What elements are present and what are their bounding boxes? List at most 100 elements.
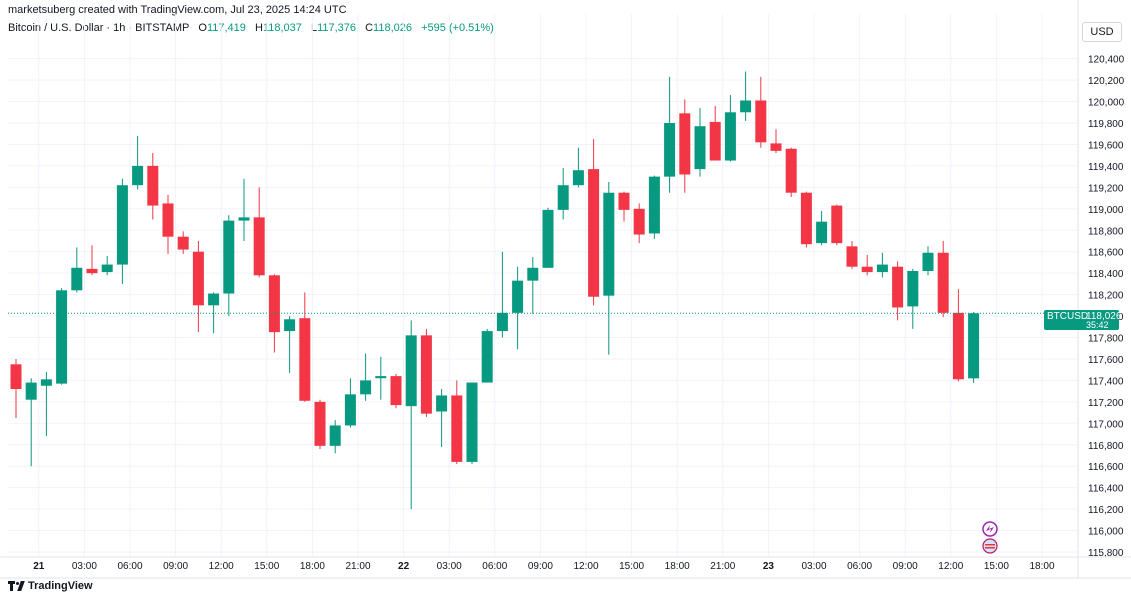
candle-up[interactable] <box>238 178 250 241</box>
candle-body <box>800 192 812 245</box>
candle-up[interactable] <box>40 371 52 437</box>
candle-down[interactable] <box>314 399 326 450</box>
candle-up[interactable] <box>344 378 356 428</box>
candle-up[interactable] <box>572 147 584 188</box>
candle-down[interactable] <box>831 204 843 246</box>
candle-down[interactable] <box>618 191 630 222</box>
candle-up[interactable] <box>71 247 83 293</box>
x-tick-label: 09:00 <box>163 561 188 572</box>
candle-up[interactable] <box>664 76 676 193</box>
candle-down[interactable] <box>846 240 858 269</box>
candle-up[interactable] <box>132 135 144 190</box>
candle-up[interactable] <box>360 353 372 401</box>
last-price-tag: BTCUSD 118,026 35:42 <box>1044 310 1122 330</box>
symbol-legend: Bitcoin / U.S. Dollar · 1h · BITSTAMP O1… <box>8 22 494 34</box>
candle-body <box>192 251 204 306</box>
candle-up[interactable] <box>876 252 888 278</box>
candle-up[interactable] <box>694 107 706 177</box>
candle-up[interactable] <box>481 328 493 383</box>
candle-up[interactable] <box>816 210 828 246</box>
candle-down[interactable] <box>268 274 280 353</box>
change-value: +595 (+0.51%) <box>421 22 494 34</box>
candle-down[interactable] <box>451 380 463 465</box>
candle-body <box>162 203 174 237</box>
candle-down[interactable] <box>952 289 964 382</box>
candle-up[interactable] <box>740 71 752 121</box>
candle-down[interactable] <box>770 129 782 154</box>
candle-up[interactable] <box>466 382 478 465</box>
y-tick-label: 119,400 <box>1088 162 1124 173</box>
candle-down[interactable] <box>892 261 904 321</box>
candle-down[interactable] <box>86 245 98 276</box>
candle-up[interactable] <box>922 246 934 276</box>
candles-layer <box>10 71 980 510</box>
high-label: H <box>254 22 263 34</box>
candle-down[interactable] <box>192 240 204 333</box>
y-tick-label: 117,600 <box>1088 355 1124 366</box>
price-tag-price: 118,026 <box>1086 311 1122 322</box>
candle-down[interactable] <box>937 240 949 318</box>
price-axis[interactable]: 115,800 116,000 116,200 116,400 116,600 116,8… <box>1077 0 1125 578</box>
candle-body <box>268 275 280 333</box>
candle-up[interactable] <box>284 316 296 373</box>
y-tick-label: 116,600 <box>1088 462 1124 473</box>
candle-down[interactable] <box>299 292 311 402</box>
candle-up[interactable] <box>496 251 508 338</box>
chart-credit: marketsuberg created with TradingView.co… <box>8 4 347 16</box>
candle-up[interactable] <box>542 207 554 268</box>
candle-up[interactable] <box>116 178 128 284</box>
candle-down[interactable] <box>253 187 265 278</box>
us-flag-event-icon[interactable] <box>982 538 998 554</box>
candle-up[interactable] <box>329 420 341 454</box>
candle-up[interactable] <box>405 320 417 510</box>
candle-up[interactable] <box>56 288 68 385</box>
x-tick-label: 12:00 <box>938 561 963 572</box>
time-axis[interactable]: 21 03:00 06:00 09:00 12:00 15:00 18:00 21:00 22 0… <box>0 556 1131 579</box>
symbol-title[interactable]: Bitcoin / U.S. Dollar · 1h · BITSTAMP <box>8 22 190 34</box>
candle-up[interactable] <box>101 255 113 276</box>
candle-up[interactable] <box>603 181 615 355</box>
candle-up[interactable] <box>25 378 37 467</box>
candle-down[interactable] <box>785 147 797 198</box>
candle-up[interactable] <box>724 95 736 162</box>
x-tick-label: 18:00 <box>300 561 325 572</box>
candle-down[interactable] <box>800 191 812 248</box>
candle-up[interactable] <box>375 356 387 400</box>
x-tick-label: 21:00 <box>345 561 370 572</box>
candle-down[interactable] <box>679 99 691 193</box>
y-tick-label: 118,400 <box>1088 269 1124 280</box>
economic-event-icon[interactable] <box>982 521 998 537</box>
candle-up[interactable] <box>436 388 448 447</box>
candle-down[interactable] <box>162 194 174 254</box>
candle-down[interactable] <box>633 203 645 244</box>
candle-down[interactable] <box>755 76 767 148</box>
candle-up[interactable] <box>208 292 220 334</box>
candle-down[interactable] <box>390 373 402 409</box>
candle-up[interactable] <box>648 175 660 239</box>
candle-down[interactable] <box>861 254 873 276</box>
candle-down[interactable] <box>10 358 22 418</box>
y-tick-label: 117,800 <box>1088 334 1124 345</box>
candle-body <box>208 293 220 306</box>
y-tick-label: 120,400 <box>1088 55 1125 66</box>
candle-down[interactable] <box>588 139 600 306</box>
tradingview-logo-icon <box>8 581 25 591</box>
event-icons[interactable] <box>982 521 998 554</box>
candle-down[interactable] <box>420 328 432 417</box>
candle-up[interactable] <box>512 266 524 350</box>
candle-up[interactable] <box>968 312 980 383</box>
candle-up[interactable] <box>527 257 539 314</box>
y-tick-label: 117,000 <box>1088 419 1124 430</box>
candle-body <box>86 268 98 274</box>
tradingview-brand[interactable]: TradingView <box>8 580 93 592</box>
candle-up[interactable] <box>557 168 569 220</box>
candle-up[interactable] <box>907 268 919 329</box>
candle-down[interactable] <box>709 105 721 161</box>
candle-body <box>344 394 356 426</box>
x-tick-label: 03:00 <box>801 561 826 572</box>
currency-button[interactable]: USD <box>1082 22 1122 42</box>
candle-down[interactable] <box>177 231 189 254</box>
candle-down[interactable] <box>147 153 159 220</box>
candle-up[interactable] <box>223 215 235 317</box>
